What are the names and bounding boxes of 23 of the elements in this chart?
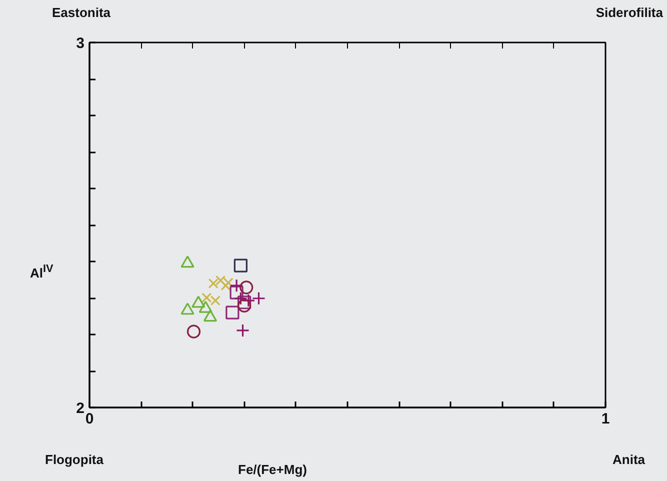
point bbox=[230, 286, 244, 300]
text: Flogopita bbox=[45, 451, 104, 469]
point bbox=[220, 280, 231, 291]
point bbox=[230, 278, 244, 292]
point bbox=[226, 306, 240, 320]
point bbox=[238, 298, 252, 312]
point bbox=[240, 280, 254, 294]
text: Siderofilita bbox=[596, 4, 663, 22]
point bbox=[234, 292, 248, 306]
point bbox=[234, 258, 248, 272]
point bbox=[242, 294, 256, 308]
x-tick-label: 1 bbox=[601, 410, 610, 428]
y-tick-label: 3 bbox=[76, 35, 84, 52]
point bbox=[186, 324, 201, 338]
point bbox=[252, 292, 266, 306]
x-axis-title: Fe/(Fe+Mg) bbox=[238, 461, 307, 479]
y-tick-label: 2 bbox=[76, 400, 84, 417]
point bbox=[238, 296, 252, 310]
point bbox=[236, 324, 250, 338]
text: Eastonita bbox=[52, 4, 111, 22]
x-tick-label: 0 bbox=[85, 410, 94, 428]
y-axis-title: Al$^{IV}$ bbox=[30, 262, 54, 282]
text: Anita bbox=[612, 451, 645, 469]
